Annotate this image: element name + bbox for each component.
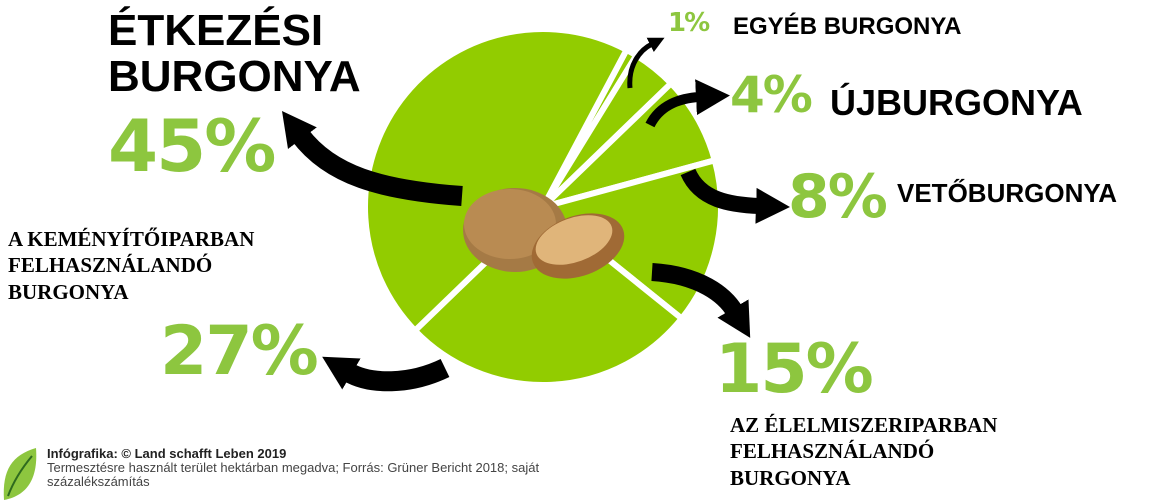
arrow bbox=[322, 356, 450, 392]
category-label: ÉTKEZÉSI BURGONYA bbox=[108, 6, 361, 102]
arrow bbox=[645, 79, 730, 128]
potato bbox=[463, 188, 625, 279]
value-label: 4% bbox=[730, 66, 813, 124]
category-label: A KEMÉNYÍTŐIPARBAN FELHASZNÁLANDÓ BURGON… bbox=[8, 227, 255, 304]
value-label: 27% bbox=[160, 312, 319, 391]
value-label: 15% bbox=[715, 330, 874, 409]
arrows bbox=[281, 37, 790, 392]
pie-slice bbox=[362, 26, 630, 334]
value-label: 45% bbox=[108, 104, 276, 188]
logo bbox=[3, 448, 37, 500]
pie-slice bbox=[411, 204, 685, 388]
arrow bbox=[281, 111, 463, 206]
arrow bbox=[627, 37, 665, 89]
category-label: VETŐBURGONYA bbox=[897, 178, 1118, 208]
category-label: EGYÉB BURGONYA bbox=[733, 13, 962, 40]
value-label: 1% bbox=[668, 8, 710, 38]
pie bbox=[362, 26, 724, 388]
category-label: AZ ÉLELMISZERIPARBAN FELHASZNÁLANDÓ BURG… bbox=[730, 413, 998, 490]
category-label: ÚJBURGONYA bbox=[830, 82, 1083, 123]
arrow bbox=[680, 168, 790, 224]
value-label: 8% bbox=[788, 162, 888, 232]
source: Termesztésre használt terület hektárban … bbox=[47, 460, 540, 490]
arrow bbox=[651, 263, 751, 338]
credit: Infógrafika: © Land schafft Leben 2019 bbox=[47, 446, 287, 461]
